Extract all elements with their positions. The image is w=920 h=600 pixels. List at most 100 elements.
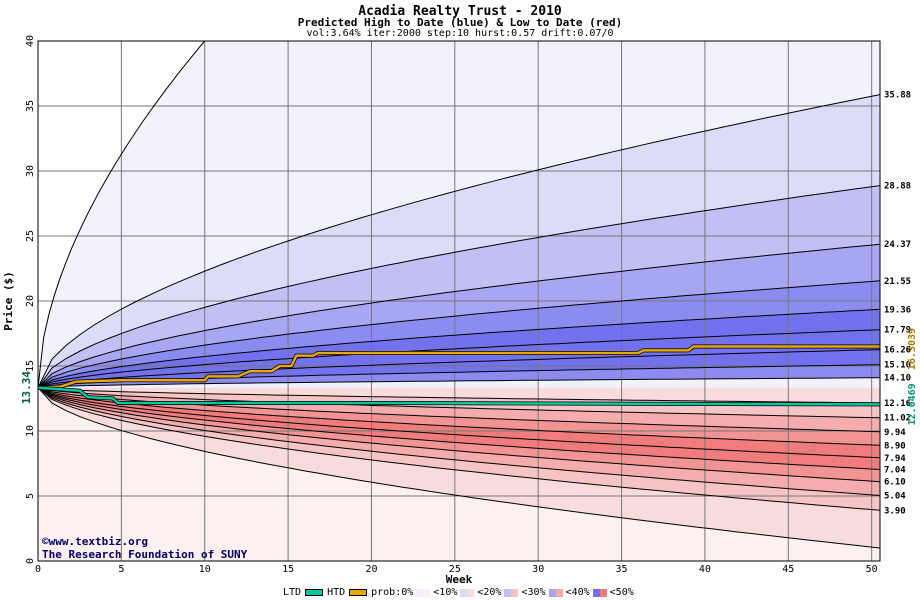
price-paths bbox=[37, 344, 881, 407]
band-upper-6 bbox=[38, 349, 880, 388]
y-tick-label-5: 5 bbox=[25, 493, 36, 499]
contour-upper-4 bbox=[37, 308, 881, 389]
legend-40-label: <40% bbox=[565, 587, 590, 598]
y-tick-label-15: 15 bbox=[25, 360, 36, 372]
contour-lower-8 bbox=[37, 387, 881, 511]
contour-upper-outer bbox=[37, 40, 206, 388]
y-tick-label-40: 40 bbox=[25, 35, 36, 47]
band-lower-3 bbox=[38, 387, 880, 458]
legend-swatch-30 bbox=[548, 588, 563, 597]
ltd-line bbox=[37, 386, 881, 406]
y-tick-label-25: 25 bbox=[25, 230, 36, 242]
chart-subtitle: Predicted High to Date (blue) & Low to D… bbox=[297, 16, 623, 29]
htd-line bbox=[37, 345, 880, 389]
legend-20-label: <20% bbox=[477, 587, 502, 598]
upper-final-label-1: 28.88 bbox=[884, 182, 911, 192]
legend-swatch-40 bbox=[592, 588, 607, 597]
lower-final-label-3: 8.90 bbox=[884, 441, 906, 451]
x-tick-label-20: 20 bbox=[365, 564, 377, 575]
contour-upper-8 bbox=[37, 377, 881, 389]
x-tick-label-0: 0 bbox=[35, 564, 41, 575]
htd-final-label: 16.3039 bbox=[907, 328, 918, 370]
x-tick-label-50: 50 bbox=[866, 564, 878, 575]
ltd-final-label: 12.0469 bbox=[907, 383, 918, 425]
x-tick-label-45: 45 bbox=[782, 564, 794, 575]
lower-final-label-0: 12.16 bbox=[884, 399, 911, 409]
x-tick-label-15: 15 bbox=[282, 564, 294, 575]
contour-lower-6 bbox=[37, 387, 881, 483]
contour-lower-4 bbox=[37, 387, 881, 459]
upper-final-label-8: 14.10 bbox=[884, 374, 911, 384]
chart-parameters: vol:3.64% iter:2000 step:10 hurst:0.57 d… bbox=[306, 28, 614, 39]
x-tick-label-35: 35 bbox=[616, 564, 628, 575]
legend-ltd-swatch bbox=[305, 589, 324, 596]
x-axis-label: Week bbox=[446, 573, 473, 586]
x-tick-label-30: 30 bbox=[532, 564, 544, 575]
axes: 0 5 10 15 20 25 30 35 40 45 50 0 5 10 15 20 25 30 35 40 Week… bbox=[2, 35, 881, 586]
upper-final-label-5: 17.79 bbox=[884, 326, 911, 336]
legend-swatch-20 bbox=[504, 588, 519, 597]
contour-lower-5 bbox=[37, 387, 881, 470]
contour-upper-5 bbox=[37, 329, 881, 389]
legend: LTD HTD prob:0% <10% <20% <30% <40% <50% bbox=[283, 587, 634, 598]
upper-final-label-2: 24.37 bbox=[884, 240, 911, 250]
contour-lower-outer bbox=[37, 387, 881, 549]
band-lower-base bbox=[38, 387, 880, 561]
legend-htd-swatch bbox=[349, 589, 368, 596]
band-upper-3 bbox=[38, 280, 880, 388]
x-tick-label-10: 10 bbox=[199, 564, 211, 575]
legend-50-label: <50% bbox=[609, 587, 634, 598]
band-upper-0 bbox=[38, 94, 880, 388]
x-tick-label-40: 40 bbox=[699, 564, 711, 575]
lower-final-label-4: 7.94 bbox=[884, 454, 906, 464]
upper-final-label-0: 35.88 bbox=[884, 91, 911, 101]
band-upper-5 bbox=[38, 329, 880, 388]
upper-final-label-6: 16.26 bbox=[884, 346, 911, 356]
contour-lower-0 bbox=[37, 387, 881, 404]
chart-title: Acadia Realty Trust - 2010 bbox=[358, 4, 562, 19]
contour-upper-6 bbox=[37, 349, 881, 389]
legend-10-label: <10% bbox=[433, 587, 458, 598]
contour-lower-3 bbox=[37, 387, 881, 446]
upper-final-label-4: 19.36 bbox=[884, 305, 911, 315]
x-tick-label-25: 25 bbox=[449, 564, 461, 575]
plot-frame bbox=[37, 40, 881, 562]
band-lower-6 bbox=[38, 387, 880, 496]
legend-ltd-label: LTD bbox=[283, 587, 302, 598]
band-lower-5 bbox=[38, 387, 880, 482]
legend-swatch-0 bbox=[416, 588, 431, 597]
lower-final-label-5: 7.04 bbox=[884, 465, 906, 475]
legend-htd-label: HTD bbox=[327, 587, 346, 598]
credit-site[interactable]: ©www.textbiz.org bbox=[42, 535, 148, 548]
upper-final-label-3: 21.55 bbox=[884, 277, 911, 287]
y-tick-label-35: 35 bbox=[25, 100, 36, 112]
band-upper-7 bbox=[38, 364, 880, 388]
y-tick-label-20: 20 bbox=[25, 295, 36, 307]
y-tick-label-10: 10 bbox=[25, 425, 36, 437]
contour-upper-0 bbox=[37, 94, 881, 388]
band-lower-outer bbox=[38, 387, 880, 548]
value-labels: 35.88 28.88 24.37 21.55 19.36 17.79 16.26 15.10… bbox=[884, 91, 918, 517]
legend-30-label: <30% bbox=[521, 587, 546, 598]
y-tick-label-0: 0 bbox=[25, 558, 36, 564]
y-tick-label-30: 30 bbox=[25, 165, 36, 177]
start-price-label: 13.34 bbox=[20, 371, 33, 404]
band-lower-4 bbox=[38, 387, 880, 470]
legend-prob-label: prob:0% bbox=[371, 587, 414, 598]
contour-upper-2 bbox=[37, 243, 881, 388]
y-axis-label: Price ($) bbox=[2, 271, 15, 331]
credit-organization: The Research Foundation of SUNY bbox=[42, 548, 248, 561]
contour-lower-7 bbox=[37, 387, 881, 496]
x-tick-label-5: 5 bbox=[118, 564, 124, 575]
lower-final-label-2: 9.94 bbox=[884, 428, 906, 438]
band-upper-2 bbox=[38, 244, 880, 388]
band-lower-1 bbox=[38, 387, 880, 432]
legend-swatch-10 bbox=[460, 588, 475, 597]
lower-final-label-8: 3.90 bbox=[884, 506, 906, 516]
band-lower-inner bbox=[38, 387, 880, 403]
lower-final-label-7: 5.04 bbox=[884, 491, 906, 501]
lower-final-label-6: 6.10 bbox=[884, 478, 906, 488]
upper-final-label-7: 15.10 bbox=[884, 361, 911, 371]
lower-final-label-1: 11.02 bbox=[884, 414, 911, 424]
